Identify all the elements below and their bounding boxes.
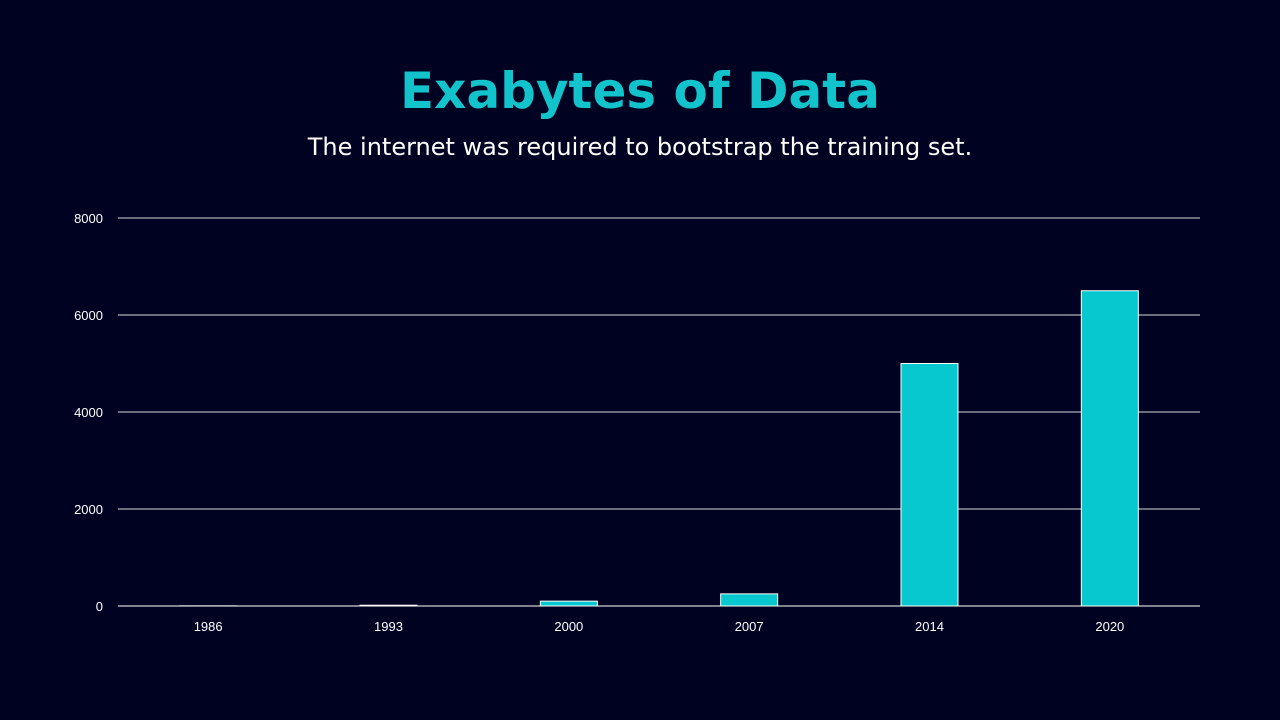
- bar-2000: [539, 600, 598, 607]
- x-tick-label: 1986: [194, 619, 223, 634]
- x-tick-label: 2000: [554, 619, 583, 634]
- gridlines: [118, 217, 1200, 607]
- x-tick-label: 2014: [915, 619, 944, 634]
- bar-2007: [720, 593, 779, 607]
- y-tick-label: 2000: [74, 502, 103, 517]
- bar-2020: [1080, 290, 1139, 607]
- y-tick-label: 8000: [74, 211, 103, 226]
- x-tick-label: 1993: [374, 619, 403, 634]
- y-tick-label: 0: [96, 599, 103, 614]
- y-tick-label: 4000: [74, 405, 103, 420]
- y-axis-ticks: 0 2000 4000 6000 8000: [74, 211, 103, 614]
- bar-1993: [359, 604, 418, 607]
- x-axis-ticks: 1986 1993 2000 2007 2014 2020: [194, 619, 1125, 634]
- chart-subtitle: The internet was required to bootstrap t…: [307, 133, 973, 161]
- chart-title: Exabytes of Data: [400, 62, 880, 120]
- x-tick-label: 2020: [1095, 619, 1124, 634]
- bar-2014: [900, 363, 959, 607]
- y-tick-label: 6000: [74, 308, 103, 323]
- bars: [179, 290, 1139, 607]
- x-tick-label: 2007: [735, 619, 764, 634]
